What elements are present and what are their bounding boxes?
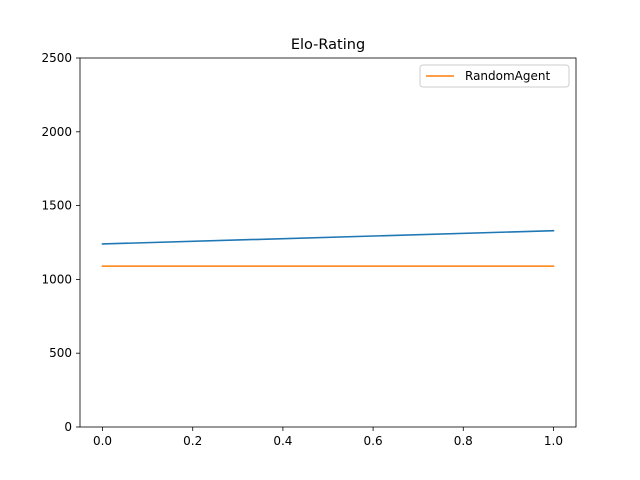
legend-box [419, 64, 570, 88]
plot-frame [79, 57, 577, 428]
x-tick-label: 0.8 [454, 434, 473, 448]
y-tick-label: 500 [49, 346, 72, 360]
y-tick-label: 2000 [41, 125, 72, 139]
x-tick-label: 0.6 [364, 434, 383, 448]
x-tick-label: 0.4 [273, 434, 292, 448]
y-tick-label: 2500 [41, 51, 72, 65]
x-tick-label: 1.0 [544, 434, 563, 448]
legend-label: RandomAgent [465, 69, 550, 83]
plot-area [79, 57, 577, 428]
y-tick-label: 1500 [41, 199, 72, 213]
legend: RandomAgent [419, 64, 570, 88]
y-axis: 0 500 1000 1500 2000 2500 [41, 51, 80, 434]
y-tick-label: 1000 [41, 272, 72, 286]
y-tick-label: 0 [64, 420, 72, 434]
x-tick-label: 0.2 [183, 434, 202, 448]
x-axis: 0.0 0.2 0.4 0.6 0.8 1.0 [93, 427, 563, 448]
series-layer [101, 229, 555, 267]
chart-title: Elo-Rating [291, 37, 365, 53]
x-tick-label: 0.0 [93, 434, 112, 448]
series-line-0 [101, 229, 555, 245]
